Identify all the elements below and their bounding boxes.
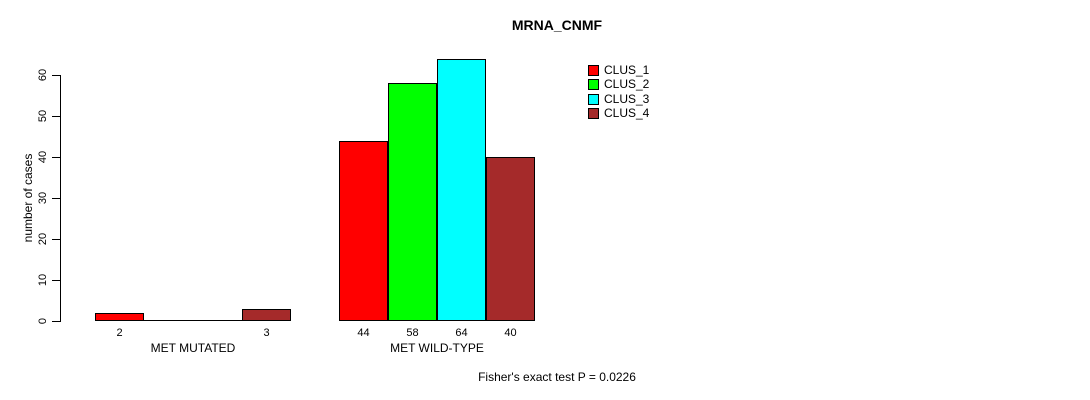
legend-item: CLUS_4 bbox=[588, 106, 650, 121]
bar-clus_1-1 bbox=[95, 313, 144, 321]
bar-value-label: 2 bbox=[116, 327, 123, 339]
bar-clus_1-2 bbox=[339, 141, 388, 321]
legend-label: CLUS_2 bbox=[604, 77, 650, 92]
y-axis-tick bbox=[52, 75, 60, 76]
legend-label: CLUS_4 bbox=[604, 106, 650, 121]
legend-item: CLUS_2 bbox=[588, 77, 650, 92]
legend-label: CLUS_3 bbox=[604, 91, 650, 106]
legend-item: CLUS_3 bbox=[588, 91, 650, 106]
y-axis-label: number of cases bbox=[21, 153, 35, 243]
zero-bar-clus_3-1 bbox=[193, 320, 242, 321]
y-axis-tick bbox=[52, 116, 60, 117]
bar-value-label: 3 bbox=[263, 327, 270, 339]
y-axis-line bbox=[60, 75, 61, 322]
bar-clus_3-2 bbox=[437, 59, 486, 321]
y-axis-tick-label: 40 bbox=[37, 150, 49, 164]
legend-swatch-clus_1 bbox=[588, 65, 599, 76]
legend-swatch-clus_4 bbox=[588, 108, 599, 120]
y-axis-tick-label: 20 bbox=[37, 232, 49, 246]
y-axis-tick bbox=[52, 321, 60, 322]
legend-item: CLUS_1 bbox=[588, 63, 650, 77]
bar-value-label: 44 bbox=[357, 327, 370, 339]
bar-value-label: 58 bbox=[406, 327, 419, 339]
y-axis-tick bbox=[52, 198, 60, 199]
bar-clus_4-1 bbox=[242, 309, 291, 321]
legend-swatch-clus_3 bbox=[588, 93, 599, 105]
bar-value-label: 40 bbox=[504, 327, 517, 339]
y-axis-tick-label: 60 bbox=[37, 68, 49, 82]
bar-clus_4-2 bbox=[486, 157, 535, 321]
legend-swatch-clus_2 bbox=[588, 79, 599, 91]
chart-title: MRNA_CNMF bbox=[511, 17, 603, 33]
y-axis-tick-label: 30 bbox=[37, 191, 49, 205]
y-axis-tick bbox=[52, 280, 60, 281]
category-label-1: MET MUTATED bbox=[150, 341, 236, 355]
legend-label: CLUS_1 bbox=[604, 63, 650, 77]
y-axis-tick-label: 10 bbox=[37, 273, 49, 287]
category-label-2: MET WILD-TYPE bbox=[390, 341, 484, 355]
y-axis-tick-label: 0 bbox=[37, 317, 49, 325]
annotation-text: Fisher's exact test P = 0.0226 bbox=[478, 370, 636, 384]
zero-bar-clus_2-1 bbox=[144, 320, 193, 321]
y-axis-tick-label: 50 bbox=[37, 109, 49, 123]
y-axis-tick bbox=[52, 157, 60, 158]
y-axis-tick bbox=[52, 239, 60, 240]
bar-clus_2-2 bbox=[388, 83, 437, 321]
bar-value-label: 64 bbox=[455, 327, 468, 339]
